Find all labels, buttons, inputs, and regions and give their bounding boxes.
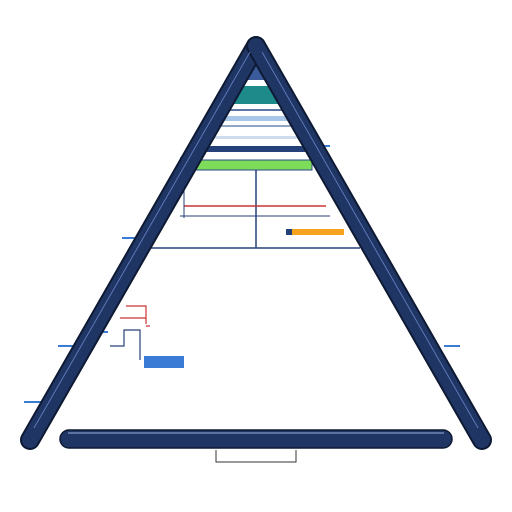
orange-bar bbox=[286, 229, 344, 235]
right-leg-highlight bbox=[261, 51, 479, 429]
side-label bbox=[146, 358, 182, 366]
diagram-caption bbox=[216, 464, 296, 474]
base-bar bbox=[59, 429, 453, 449]
orange-bar-end bbox=[286, 229, 292, 235]
caption-bracket bbox=[215, 450, 297, 463]
thin-band bbox=[206, 136, 306, 139]
right-leg-fill bbox=[248, 38, 490, 448]
left-red-connector bbox=[120, 305, 150, 327]
navy-band bbox=[196, 146, 316, 152]
left-leg-fill bbox=[22, 38, 264, 448]
left-leg-highlight bbox=[33, 51, 251, 429]
light-band bbox=[220, 116, 300, 121]
blue-label-box bbox=[144, 356, 184, 368]
green-band bbox=[189, 159, 313, 171]
left-navy-connector bbox=[110, 329, 141, 360]
